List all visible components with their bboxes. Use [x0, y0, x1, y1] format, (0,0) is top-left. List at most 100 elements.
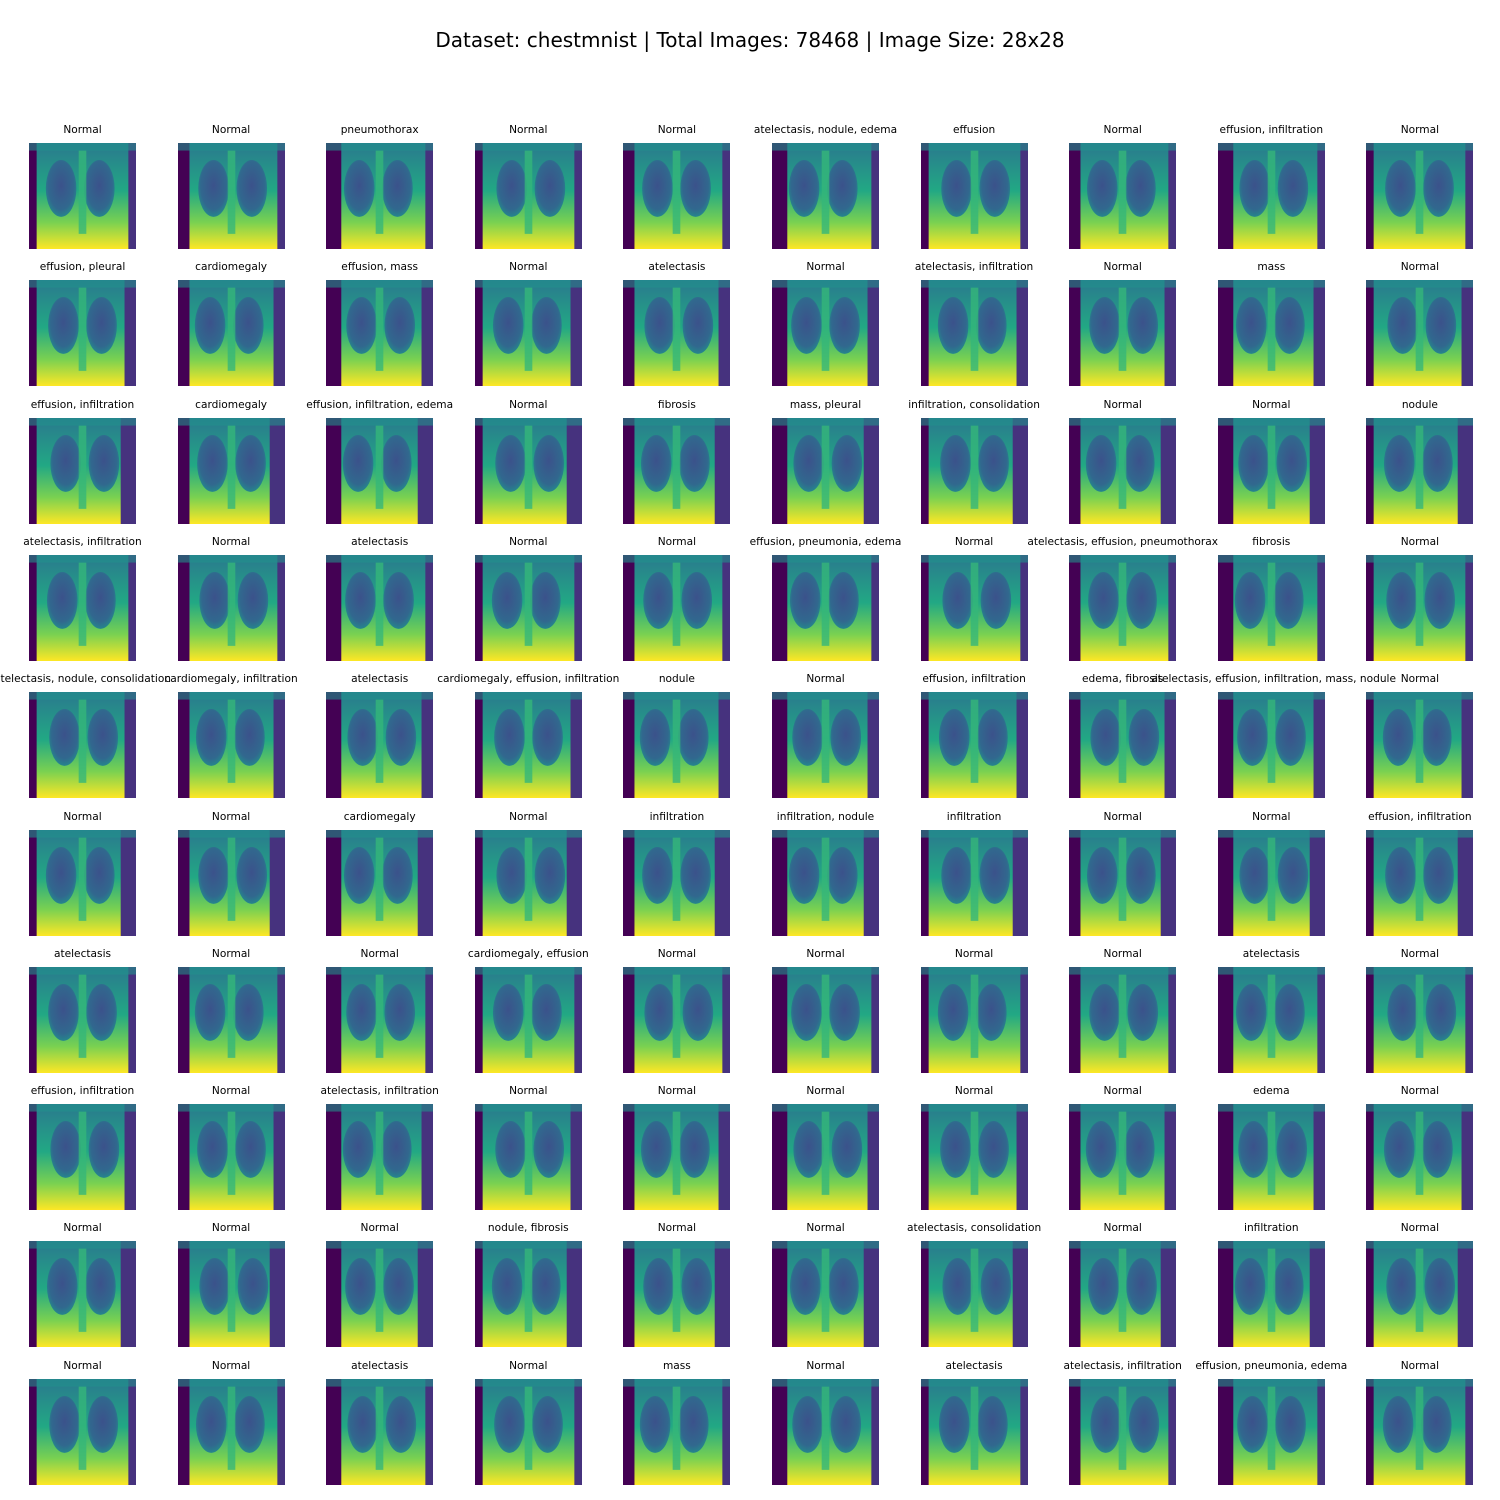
image-label: Normal	[63, 1359, 102, 1372]
xray-thumbnail	[1217, 554, 1325, 661]
image-label: Normal	[63, 810, 102, 823]
image-label: Normal	[657, 947, 697, 960]
image-label: nodule, fibrosis	[487, 1222, 569, 1235]
xray-thumbnail	[177, 692, 285, 799]
xray-thumbnail	[623, 966, 731, 1073]
image-label: cardiomegaly	[343, 810, 416, 823]
xray-thumbnail	[177, 1104, 285, 1211]
image-label: Normal	[657, 1085, 697, 1098]
image-label: Normal	[1400, 1222, 1440, 1235]
image-label: cardiomegaly, effusion	[467, 947, 589, 960]
image-label: Normal	[1103, 124, 1142, 136]
image-label: Normal	[509, 1085, 548, 1098]
image-label: atelectasis, infiltration	[320, 1085, 439, 1098]
xray-thumbnail	[1069, 1104, 1177, 1211]
image-label: atelectasis	[351, 1359, 409, 1372]
image-label: cardiomegaly	[195, 398, 268, 411]
image-label: effusion, infiltration	[30, 1085, 135, 1098]
image-label: Normal	[954, 535, 994, 548]
xray-thumbnail	[623, 1241, 731, 1348]
xray-thumbnail	[920, 417, 1028, 524]
xray-thumbnail	[920, 554, 1028, 661]
xray-thumbnail	[1366, 966, 1474, 1073]
xray-thumbnail	[177, 143, 285, 249]
xray-thumbnail	[29, 966, 136, 1073]
image-label: Normal	[211, 947, 251, 960]
image-label: Normal	[211, 124, 251, 136]
image-label: mass	[662, 1359, 691, 1372]
image-label: Normal	[806, 1222, 845, 1235]
xray-thumbnail	[29, 280, 136, 387]
xray-thumbnail	[1069, 1378, 1177, 1485]
image-label: Normal	[1103, 947, 1142, 960]
image-label: fibrosis	[657, 398, 696, 411]
image-label: fibrosis	[1252, 535, 1291, 548]
image-label: Normal	[657, 1222, 697, 1235]
xray-thumbnail	[623, 692, 731, 799]
xray-thumbnail	[920, 280, 1028, 387]
image-label: Normal	[1252, 398, 1291, 411]
xray-thumbnail	[326, 966, 434, 1073]
image-label: Normal	[211, 1359, 251, 1372]
image-label: atelectasis	[648, 261, 706, 274]
xray-thumbnail	[772, 966, 879, 1073]
image-label: Normal	[1400, 1359, 1440, 1372]
xray-thumbnail	[1069, 280, 1177, 387]
image-label: atelectasis, consolidation	[906, 1222, 1042, 1235]
image-label: atelectasis	[945, 1359, 1003, 1372]
xray-thumbnail	[1217, 966, 1325, 1073]
xray-thumbnail	[474, 417, 582, 524]
xray-thumbnail	[920, 829, 1028, 936]
image-label: Normal	[1103, 1222, 1142, 1235]
xray-thumbnail	[920, 1241, 1028, 1348]
xray-thumbnail	[474, 1378, 582, 1485]
xray-thumbnail	[772, 1104, 879, 1211]
xray-thumbnail	[1366, 829, 1474, 936]
image-label: edema, fibrosis	[1082, 673, 1164, 686]
xray-thumbnail	[29, 554, 136, 661]
image-label: atelectasis, nodule, edema	[753, 124, 898, 136]
xray-thumbnail	[772, 417, 879, 524]
xray-thumbnail	[326, 417, 434, 524]
xray-thumbnail	[1217, 143, 1325, 249]
image-label: Normal	[657, 124, 697, 136]
xray-thumbnail	[326, 1378, 434, 1485]
xray-thumbnail	[1069, 554, 1177, 661]
xray-thumbnail	[474, 1104, 582, 1211]
image-label: Normal	[509, 810, 548, 823]
xray-thumbnail	[1366, 1241, 1474, 1348]
xray-thumbnail	[474, 1241, 582, 1348]
image-label: atelectasis, infiltration	[1063, 1359, 1182, 1372]
xray-thumbnail	[772, 1378, 879, 1485]
xray-thumbnail	[1366, 280, 1474, 387]
image-label: Normal	[657, 535, 697, 548]
xray-thumbnail	[1217, 692, 1325, 799]
image-label: atelectasis	[1242, 947, 1300, 960]
image-label: Normal	[509, 535, 548, 548]
image-label: Normal	[1252, 810, 1291, 823]
image-label: Normal	[1400, 673, 1440, 686]
xray-thumbnail	[1366, 1104, 1474, 1211]
xray-thumbnail	[474, 143, 582, 249]
xray-thumbnail	[29, 417, 136, 524]
image-label: infiltration	[649, 810, 705, 823]
image-label: effusion, infiltration	[30, 398, 135, 411]
image-label: atelectasis	[351, 535, 409, 548]
image-label: Normal	[1400, 1085, 1440, 1098]
image-label: atelectasis, infiltration	[914, 261, 1034, 274]
image-label: atelectasis, infiltration	[23, 535, 142, 548]
xray-thumbnail	[326, 692, 434, 799]
xray-thumbnail	[920, 1104, 1028, 1211]
image-label: Normal	[1103, 810, 1142, 823]
xray-thumbnail	[1069, 143, 1177, 249]
image-label: cardiomegaly, effusion, infiltration	[437, 673, 620, 686]
image-label: Normal	[1400, 124, 1440, 136]
image-label: edema	[1253, 1085, 1290, 1098]
xray-thumbnail	[177, 554, 285, 661]
xray-thumbnail	[1217, 1241, 1325, 1348]
image-label: effusion, pneumonia, edema	[1195, 1359, 1348, 1372]
xray-thumbnail	[474, 554, 582, 661]
xray-thumbnail	[474, 692, 582, 799]
image-label: Normal	[211, 810, 251, 823]
